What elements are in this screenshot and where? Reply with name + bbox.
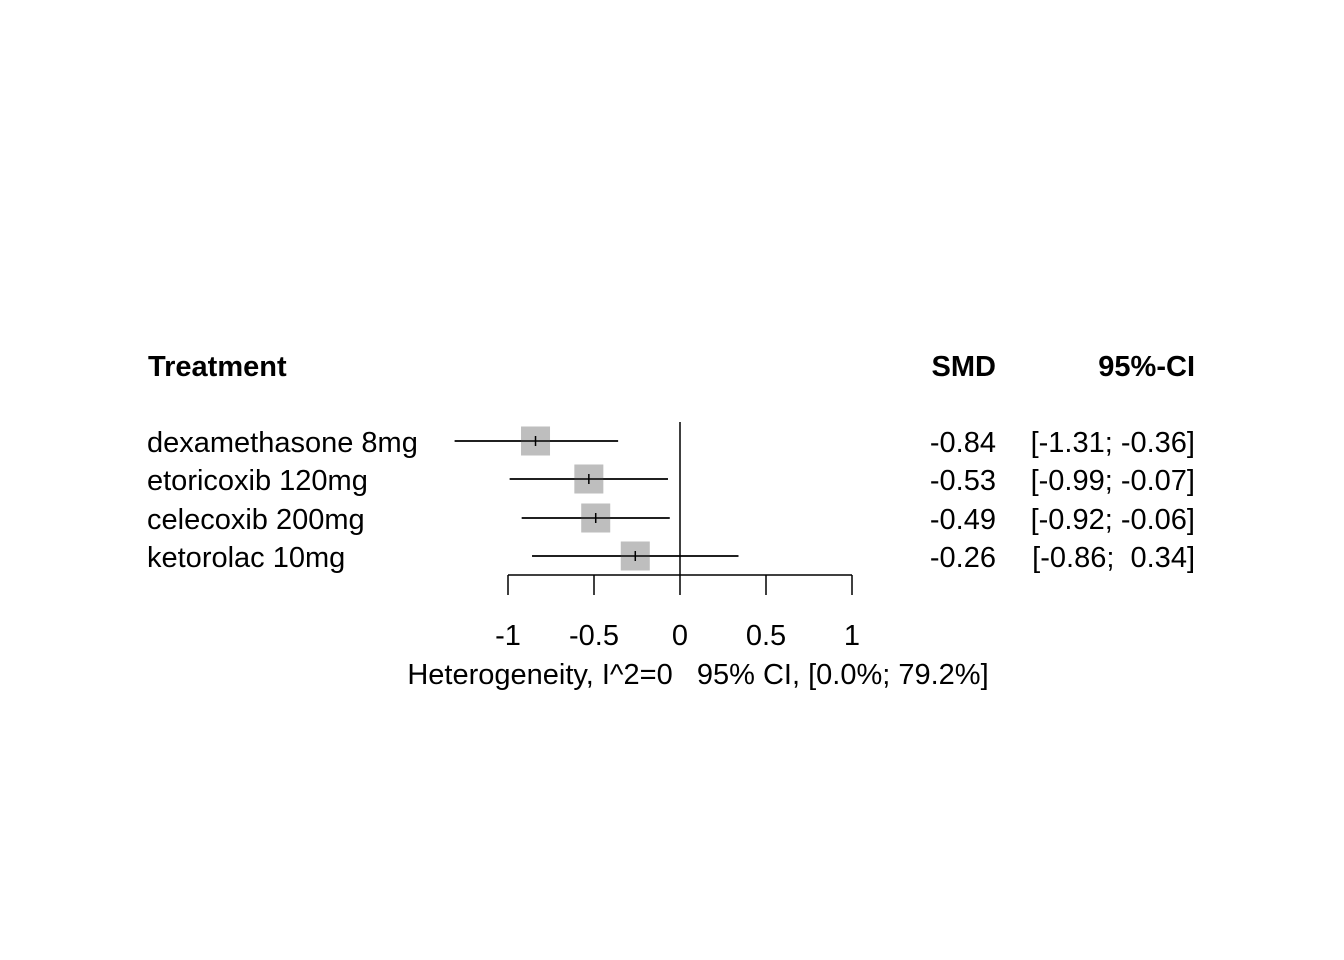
study-row: dexamethasone 8mg -0.84 [-1.31; -0.36]: [147, 426, 1195, 459]
study-label: dexamethasone 8mg: [147, 427, 418, 459]
x-tick-label: -1: [495, 620, 521, 652]
study-rows: dexamethasone 8mg -0.84 [-1.31; -0.36] etor…: [147, 422, 1195, 575]
ci-value: [-1.31; -0.36]: [1031, 427, 1195, 459]
x-tick-label: 0: [672, 620, 688, 652]
study-label: etoricoxib 120mg: [147, 465, 368, 497]
study-row: ketorolac 10mg -0.26 [-0.86; 0.34]: [147, 541, 1195, 574]
smd-header: SMD: [932, 351, 996, 383]
smd-value: -0.53: [930, 465, 996, 497]
study-label: celecoxib 200mg: [147, 504, 365, 536]
x-axis: -1 -0.5 0 0.5 1: [495, 574, 860, 652]
treatment-header: Treatment: [148, 351, 287, 383]
x-tick-label: 0.5: [746, 620, 786, 652]
x-tick-label: 1: [844, 620, 860, 652]
smd-value: -0.84: [930, 427, 996, 459]
study-row: etoricoxib 120mg -0.53 [-0.99; -0.07]: [147, 464, 1195, 497]
ci-value: [-0.92; -0.06]: [1031, 504, 1195, 536]
smd-value: -0.49: [930, 504, 996, 536]
study-label: ketorolac 10mg: [147, 542, 345, 574]
smd-value: -0.26: [930, 542, 996, 574]
x-tick-label: -0.5: [569, 620, 619, 652]
ci-header: 95%-CI: [1098, 351, 1195, 383]
ci-value: [-0.99; -0.07]: [1031, 465, 1195, 497]
study-row: celecoxib 200mg -0.49 [-0.92; -0.06]: [147, 503, 1195, 536]
heterogeneity-footer: Heterogeneity, I^2=0 95% CI, [0.0%; 79.2…: [407, 659, 988, 691]
ci-value: [-0.86; 0.34]: [1032, 542, 1195, 574]
